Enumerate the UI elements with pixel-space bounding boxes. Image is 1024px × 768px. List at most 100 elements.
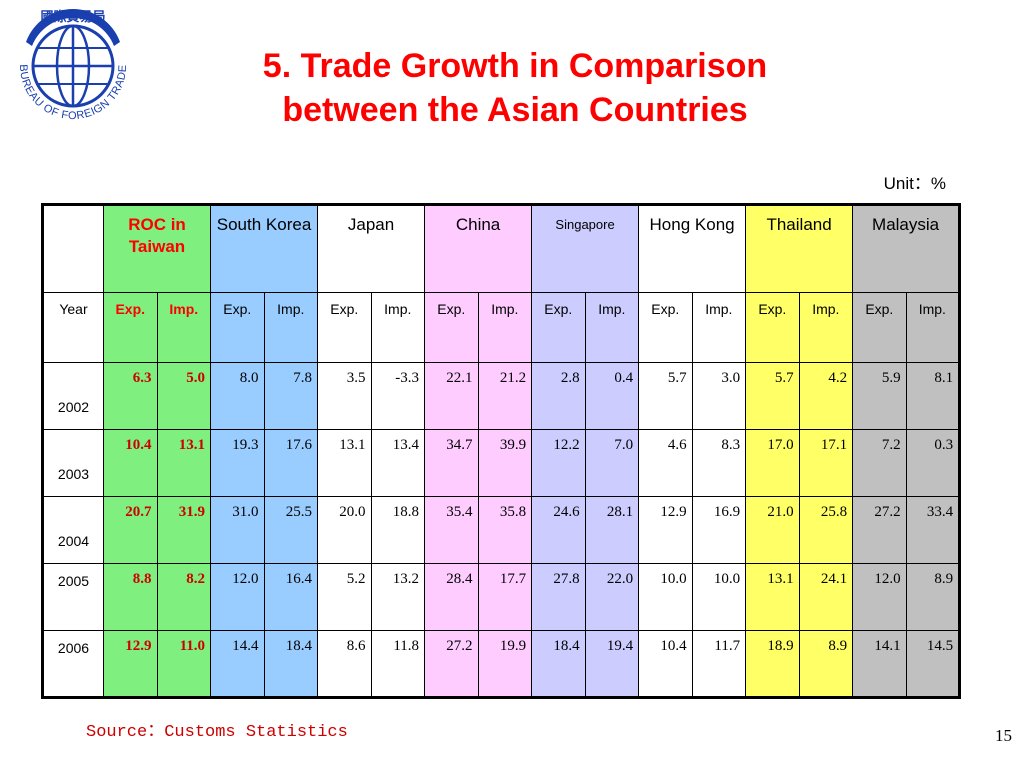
year-cell: 2006: [42, 630, 104, 698]
value-cell: 12.9: [638, 496, 693, 564]
value-cell: 3.5: [317, 362, 372, 430]
year-cell: 2005: [42, 563, 104, 631]
value-cell: 31.9: [156, 496, 212, 564]
value-cell: 12.0: [210, 563, 265, 631]
source-note: Source：Customs Statistics: [86, 723, 348, 742]
value-cell: 25.8: [798, 496, 854, 564]
value-cell: 16.4: [263, 563, 319, 631]
value-cell: 8.9: [905, 563, 961, 631]
value-cell: 7.2: [852, 429, 907, 497]
value-cell: 21.0: [745, 496, 800, 564]
value-cell: 18.4: [531, 630, 586, 698]
country-header: Japan: [317, 204, 426, 293]
trade-growth-table: ROC in Taiwan South Korea Japan China Singap…: [41, 203, 962, 699]
value-cell: 11.8: [370, 630, 426, 698]
exp-header: Exp.: [531, 292, 586, 363]
value-cell: 31.0: [210, 496, 265, 564]
value-cell: 39.9: [477, 429, 533, 497]
year-header: Year: [42, 292, 104, 363]
value-cell: 12.2: [531, 429, 586, 497]
bureau-logo: 國際貿易局 BUREAU OF FOREIGN TRADE: [6, 2, 140, 136]
value-cell: 17.0: [745, 429, 800, 497]
country-header: ROC in Taiwan: [102, 204, 212, 293]
value-cell: 10.0: [638, 563, 693, 631]
value-cell: 2.8: [531, 362, 586, 430]
value-cell: 28.1: [584, 496, 640, 564]
value-cell: 35.4: [424, 496, 479, 564]
value-cell: 27.8: [531, 563, 586, 631]
year-cell: 2003: [42, 429, 104, 497]
exp-header: Exp.: [103, 292, 158, 363]
value-cell: 17.6: [263, 429, 319, 497]
value-cell: 14.5: [905, 630, 961, 698]
value-cell: 18.9: [745, 630, 800, 698]
value-cell: 8.3: [691, 429, 747, 497]
value-cell: 12.0: [852, 563, 907, 631]
value-cell: 24.1: [798, 563, 854, 631]
corner-cell: [42, 204, 104, 293]
value-cell: 35.8: [477, 496, 533, 564]
country-header: Hong Kong: [638, 204, 747, 293]
value-cell: 22.1: [424, 362, 479, 430]
value-cell: 4.6: [638, 429, 693, 497]
exp-header: Exp.: [424, 292, 479, 363]
imp-header: Imp.: [477, 292, 533, 363]
value-cell: 13.2: [370, 563, 426, 631]
value-cell: 28.4: [424, 563, 479, 631]
value-cell: 20.7: [103, 496, 158, 564]
table-row: 2002 6.3 5.0 8.0 7.8 3.5 -3.3 22.1 21.2 2.8 0.4 5.7…: [42, 362, 961, 430]
value-cell: 17.7: [477, 563, 533, 631]
page-number: 15: [995, 726, 1012, 745]
value-cell: 5.7: [638, 362, 693, 430]
value-cell: 8.2: [156, 563, 212, 631]
value-cell: 11.0: [156, 630, 212, 698]
year-cell: 2002: [42, 362, 104, 430]
value-cell: 5.9: [852, 362, 907, 430]
year-cell: 2004: [42, 496, 104, 564]
table-row: 2006 12.9 11.0 14.4 18.4 8.6 11.8 27.2 19.9 18.4 1…: [42, 630, 961, 698]
exp-header: Exp.: [317, 292, 372, 363]
value-cell: 13.1: [317, 429, 372, 497]
exp-header: Exp.: [638, 292, 693, 363]
value-cell: 18.8: [370, 496, 426, 564]
value-cell: 5.2: [317, 563, 372, 631]
value-cell: 3.0: [691, 362, 747, 430]
sub-header-row: Year Exp. Imp. Exp. Imp. Exp. Imp. Exp. Imp. Exp.…: [42, 292, 961, 363]
value-cell: 8.1: [905, 362, 961, 430]
imp-header: Imp.: [156, 292, 212, 363]
value-cell: 10.0: [691, 563, 747, 631]
value-cell: 18.4: [263, 630, 319, 698]
imp-header: Imp.: [263, 292, 319, 363]
value-cell: 8.8: [103, 563, 158, 631]
imp-header: Imp.: [691, 292, 747, 363]
value-cell: 22.0: [584, 563, 640, 631]
imp-header: Imp.: [584, 292, 640, 363]
imp-header: Imp.: [798, 292, 854, 363]
value-cell: 4.2: [798, 362, 854, 430]
value-cell: 33.4: [905, 496, 961, 564]
imp-header: Imp.: [370, 292, 426, 363]
exp-header: Exp.: [745, 292, 800, 363]
value-cell: 27.2: [852, 496, 907, 564]
value-cell: 5.7: [745, 362, 800, 430]
value-cell: 19.4: [584, 630, 640, 698]
value-cell: 19.3: [210, 429, 265, 497]
value-cell: 6.3: [103, 362, 158, 430]
value-cell: 24.6: [531, 496, 586, 564]
value-cell: 13.1: [745, 563, 800, 631]
value-cell: 8.6: [317, 630, 372, 698]
table-row: 2004 20.7 31.9 31.0 25.5 20.0 18.8 35.4 35.8 24.6…: [42, 496, 961, 564]
imp-header: Imp.: [905, 292, 961, 363]
value-cell: 13.1: [156, 429, 212, 497]
value-cell: 14.1: [852, 630, 907, 698]
value-cell: 21.2: [477, 362, 533, 430]
value-cell: 19.9: [477, 630, 533, 698]
country-header: China: [424, 204, 533, 293]
logo-chinese-text: 國際貿易局: [40, 9, 105, 25]
globe-logo-icon: 國際貿易局 BUREAU OF FOREIGN TRADE: [17, 9, 129, 122]
table-row: 2003 10.4 13.1 19.3 17.6 13.1 13.4 34.7 39.9 12.2…: [42, 429, 961, 497]
value-cell: 34.7: [424, 429, 479, 497]
unit-label: Unit：%: [883, 174, 946, 193]
exp-header: Exp.: [210, 292, 265, 363]
country-header: Malaysia: [852, 204, 961, 293]
